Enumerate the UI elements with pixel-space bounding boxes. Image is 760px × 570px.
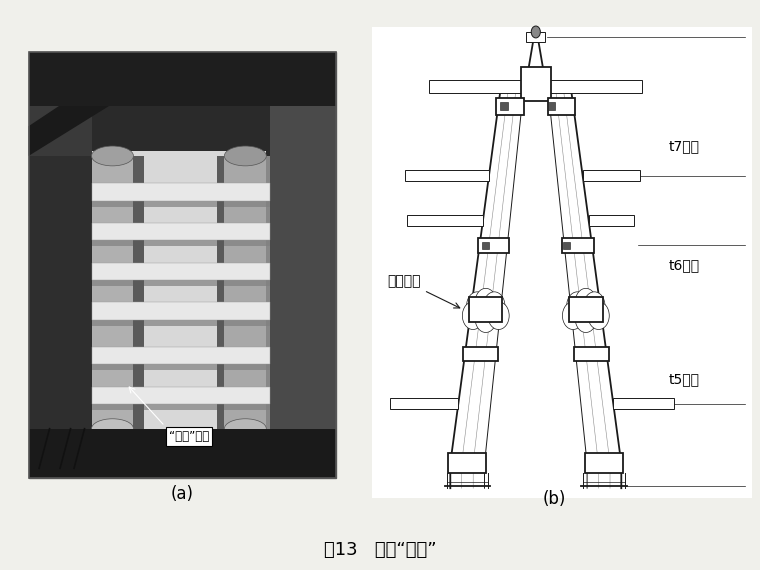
Bar: [91, 404, 270, 410]
Bar: [134, 156, 144, 429]
Circle shape: [488, 302, 509, 329]
Circle shape: [562, 302, 584, 329]
Bar: [91, 156, 134, 429]
Bar: [29, 52, 336, 156]
Bar: [482, 242, 489, 249]
Bar: [500, 103, 508, 111]
Bar: [29, 52, 336, 478]
Bar: [224, 156, 266, 429]
Bar: [91, 386, 270, 404]
Bar: [545, 80, 642, 93]
Bar: [562, 238, 594, 253]
Bar: [463, 347, 498, 361]
Bar: [407, 215, 483, 226]
Bar: [29, 107, 91, 478]
Text: t7节柱: t7节柱: [669, 139, 700, 153]
Bar: [589, 215, 635, 226]
Bar: [91, 280, 270, 286]
Ellipse shape: [224, 146, 266, 166]
Circle shape: [575, 288, 597, 316]
Bar: [569, 298, 603, 322]
Bar: [91, 183, 270, 201]
Bar: [91, 241, 270, 246]
Circle shape: [575, 305, 597, 332]
Bar: [585, 454, 623, 473]
Circle shape: [531, 26, 540, 38]
Bar: [29, 52, 336, 107]
Circle shape: [462, 302, 483, 329]
Circle shape: [475, 288, 496, 316]
Bar: [29, 52, 336, 478]
Bar: [448, 454, 486, 473]
Circle shape: [588, 302, 610, 329]
Bar: [217, 156, 224, 429]
Bar: [562, 242, 570, 249]
Circle shape: [584, 292, 605, 320]
Bar: [574, 347, 609, 361]
Text: (b): (b): [543, 490, 566, 508]
Bar: [469, 298, 502, 322]
Ellipse shape: [91, 146, 134, 166]
Text: “活节”预留: “活节”预留: [169, 430, 210, 443]
Bar: [613, 398, 674, 409]
Circle shape: [467, 292, 488, 320]
Bar: [429, 80, 526, 93]
Circle shape: [567, 292, 588, 320]
Bar: [91, 263, 270, 280]
Bar: [91, 320, 270, 325]
Bar: [91, 364, 270, 370]
Bar: [29, 156, 91, 429]
Bar: [548, 97, 575, 115]
Bar: [29, 52, 336, 478]
Bar: [548, 103, 556, 111]
Bar: [405, 170, 489, 181]
Text: 预留活节: 预留活节: [388, 274, 460, 308]
Bar: [91, 347, 270, 364]
Text: 图13   预留“活节”: 图13 预留“活节”: [324, 540, 436, 559]
Bar: [526, 32, 545, 42]
Bar: [270, 52, 336, 478]
Polygon shape: [29, 52, 141, 156]
Bar: [390, 398, 458, 409]
Bar: [91, 151, 266, 429]
Bar: [91, 302, 270, 320]
Circle shape: [483, 292, 505, 320]
Text: t5节柱: t5节柱: [669, 372, 700, 386]
Bar: [91, 223, 270, 241]
Bar: [521, 67, 551, 101]
Bar: [478, 238, 509, 253]
Text: (a): (a): [171, 485, 194, 503]
Bar: [583, 170, 640, 181]
Bar: [91, 201, 270, 206]
Circle shape: [475, 305, 496, 332]
Text: t6节柱: t6节柱: [669, 258, 700, 272]
Bar: [29, 429, 336, 478]
Ellipse shape: [91, 419, 134, 439]
Ellipse shape: [224, 419, 266, 439]
Bar: [496, 97, 524, 115]
